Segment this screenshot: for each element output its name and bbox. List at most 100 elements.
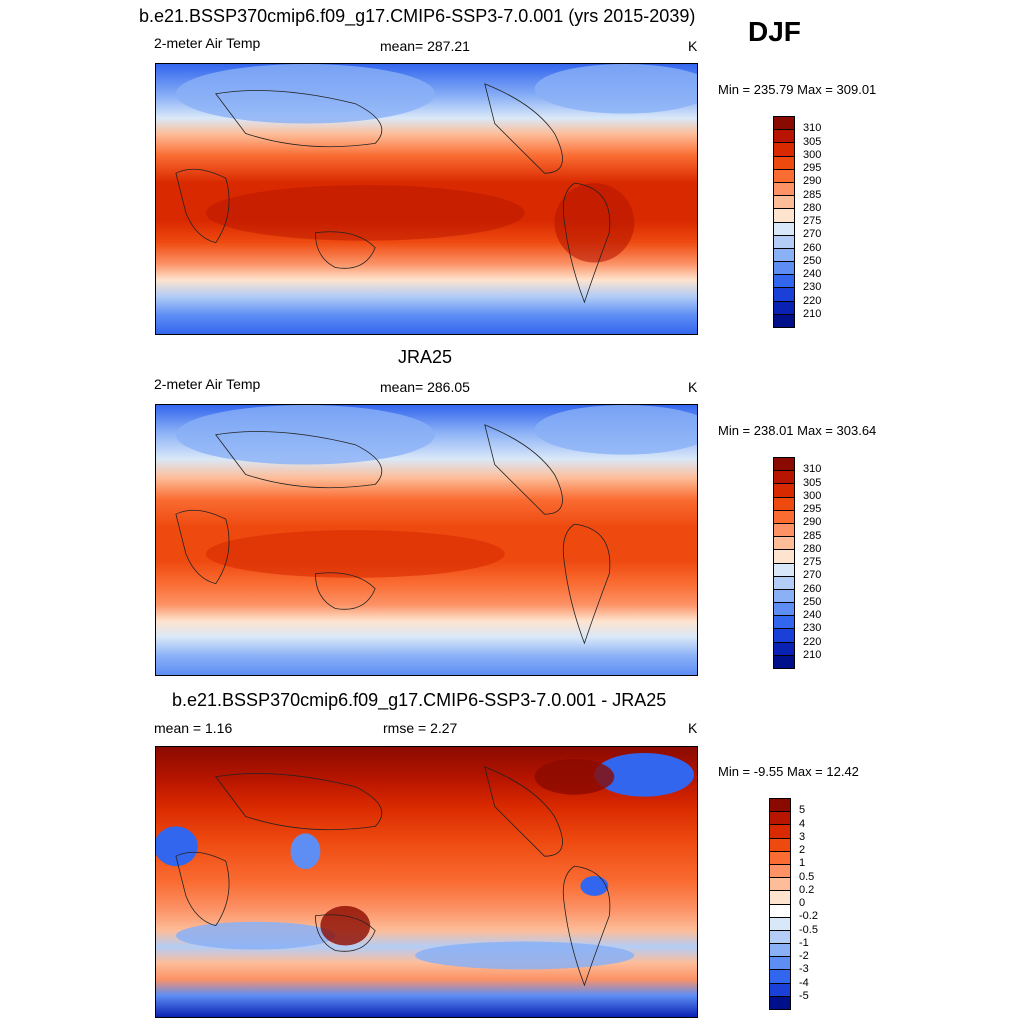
panel2-colorbar: 310 305 300 295 290 285 280 275 270 260 250 240 230 2… xyxy=(773,457,853,669)
colorbar-tick-label: 270 xyxy=(803,228,822,241)
colorbar-tick-label: 280 xyxy=(803,201,822,214)
colorbar-tick-label: 275 xyxy=(803,215,822,227)
colorbar-swatch xyxy=(774,550,794,564)
colorbar-swatch xyxy=(770,917,790,931)
panel2-unit-label: K xyxy=(688,379,698,395)
panel3-unit-label: K xyxy=(688,720,698,736)
colorbar-swatch xyxy=(770,851,790,865)
colorbar-tick-label: 5 xyxy=(799,804,806,817)
colorbar-swatch xyxy=(774,642,794,656)
colorbar-swatch xyxy=(770,864,790,879)
panel1-variable-label: 2-meter Air Temp xyxy=(154,35,261,51)
colorbar-tick-label: 270 xyxy=(803,569,822,582)
panel3-map xyxy=(155,746,698,1018)
colorbar-swatch xyxy=(774,248,794,263)
panel1-mean-label: mean= 287.21 xyxy=(380,38,470,54)
colorbar-swatch xyxy=(774,629,794,643)
panel3-rmse-label: rmse = 2.27 xyxy=(383,720,458,736)
colorbar-swatch xyxy=(770,970,790,984)
colorbar-swatch xyxy=(774,484,794,498)
colorbar-swatch xyxy=(774,143,794,157)
colorbar-swatch xyxy=(770,878,790,892)
panel2-mean-label: mean= 286.05 xyxy=(380,379,470,395)
colorbar-swatch xyxy=(774,130,794,144)
colorbar-tick-label: 3 xyxy=(799,830,806,843)
colorbar-tick-label: 2 xyxy=(799,844,806,856)
season-label: DJF xyxy=(748,16,801,47)
colorbar-swatch xyxy=(774,576,794,590)
colorbar-tick-label: 220 xyxy=(803,294,822,307)
colorbar-tick-label: -0.2 xyxy=(799,910,818,923)
panel3-title: b.e21.BSSP370cmip6.f09_g17.CMIP6-SSP3-7.… xyxy=(172,690,667,710)
colorbar-tick-label: 240 xyxy=(803,609,822,621)
panel1-colorbar: 310 305 300 295 290 285 280 275 270 260 250 240 230 2… xyxy=(773,116,853,328)
panel1-minmax: Min = 235.79 Max = 309.01 xyxy=(718,82,877,97)
colorbar-tick-label: 4 xyxy=(799,817,806,830)
colorbar-swatch xyxy=(774,169,794,183)
colorbar-tick-label: 0.5 xyxy=(799,870,815,883)
panel2-minmax: Min = 238.01 Max = 303.64 xyxy=(718,423,877,438)
colorbar-tick-label: 305 xyxy=(803,135,822,148)
colorbar-tick-label: 300 xyxy=(803,489,822,502)
colorbar-tick-label: 285 xyxy=(803,529,822,542)
panel3-colorbar-boxes xyxy=(769,798,791,1010)
colorbar-swatch xyxy=(774,301,794,315)
colorbar-swatch xyxy=(774,603,794,617)
colorbar-tick-label: -3 xyxy=(799,963,809,976)
colorbar-tick-label: 260 xyxy=(803,241,822,254)
colorbar-tick-label: 300 xyxy=(803,148,822,161)
colorbar-tick-label: 290 xyxy=(803,175,822,188)
colorbar-tick-label: 250 xyxy=(803,595,822,608)
colorbar-swatch xyxy=(774,196,794,210)
colorbar-swatch xyxy=(774,616,794,630)
colorbar-swatch xyxy=(770,838,790,852)
colorbar-swatch xyxy=(770,799,790,813)
panel2-title: JRA25 xyxy=(398,347,453,367)
colorbar-tick-label: 230 xyxy=(803,281,822,294)
colorbar-tick-label: -0.5 xyxy=(799,923,818,936)
panel1-unit-label: K xyxy=(688,38,698,54)
panel1-map xyxy=(155,63,698,335)
colorbar-tick-label: 280 xyxy=(803,542,822,555)
colorbar-tick-label: 240 xyxy=(803,268,822,280)
panel2-map xyxy=(155,404,698,676)
colorbar-swatch xyxy=(774,314,794,327)
colorbar-swatch xyxy=(770,904,790,918)
colorbar-swatch xyxy=(770,957,790,971)
panel2-variable-label: 2-meter Air Temp xyxy=(154,376,261,392)
colorbar-swatch xyxy=(770,930,790,945)
colorbar-swatch xyxy=(774,222,794,236)
panel3-minmax: Min = -9.55 Max = 12.42 xyxy=(718,764,859,779)
colorbar-swatch xyxy=(770,825,790,839)
colorbar-swatch xyxy=(770,944,790,958)
colorbar-tick-label: -5 xyxy=(799,989,809,1002)
colorbar-swatch xyxy=(774,288,794,302)
panel3-colorbar: 5 4 3 2 1 0.5 0.2 0 -0.2 -0.5 -1 -2 -3 -4 -5 xyxy=(769,798,849,1010)
colorbar-swatch xyxy=(774,537,794,551)
colorbar-swatch xyxy=(774,156,794,170)
panel1-colorbar-boxes xyxy=(773,116,795,328)
panel1-title: b.e21.BSSP370cmip6.f09_g17.CMIP6-SSP3-7.… xyxy=(139,6,696,26)
colorbar-tick-label: 0 xyxy=(799,897,806,909)
colorbar-tick-label: 0.2 xyxy=(799,883,815,896)
colorbar-swatch xyxy=(774,471,794,485)
colorbar-tick-label: 290 xyxy=(803,516,822,529)
colorbar-tick-label: 295 xyxy=(803,162,822,174)
colorbar-tick-label: 1 xyxy=(799,857,806,870)
colorbar-tick-label: 310 xyxy=(803,122,822,135)
colorbar-tick-label: 305 xyxy=(803,476,822,489)
colorbar-tick-label: -2 xyxy=(799,950,809,962)
colorbar-swatch xyxy=(774,589,794,604)
colorbar-tick-label: -4 xyxy=(799,976,809,989)
colorbar-tick-label: 230 xyxy=(803,622,822,635)
colorbar-tick-label: 250 xyxy=(803,254,822,267)
colorbar-swatch xyxy=(774,209,794,223)
colorbar-swatch xyxy=(774,458,794,472)
colorbar-tick-label: 260 xyxy=(803,582,822,595)
colorbar-tick-label: 210 xyxy=(803,307,822,320)
colorbar-swatch xyxy=(770,812,790,826)
colorbar-swatch xyxy=(774,563,794,577)
colorbar-swatch xyxy=(774,655,794,668)
colorbar-swatch xyxy=(774,262,794,276)
colorbar-swatch xyxy=(774,523,794,538)
